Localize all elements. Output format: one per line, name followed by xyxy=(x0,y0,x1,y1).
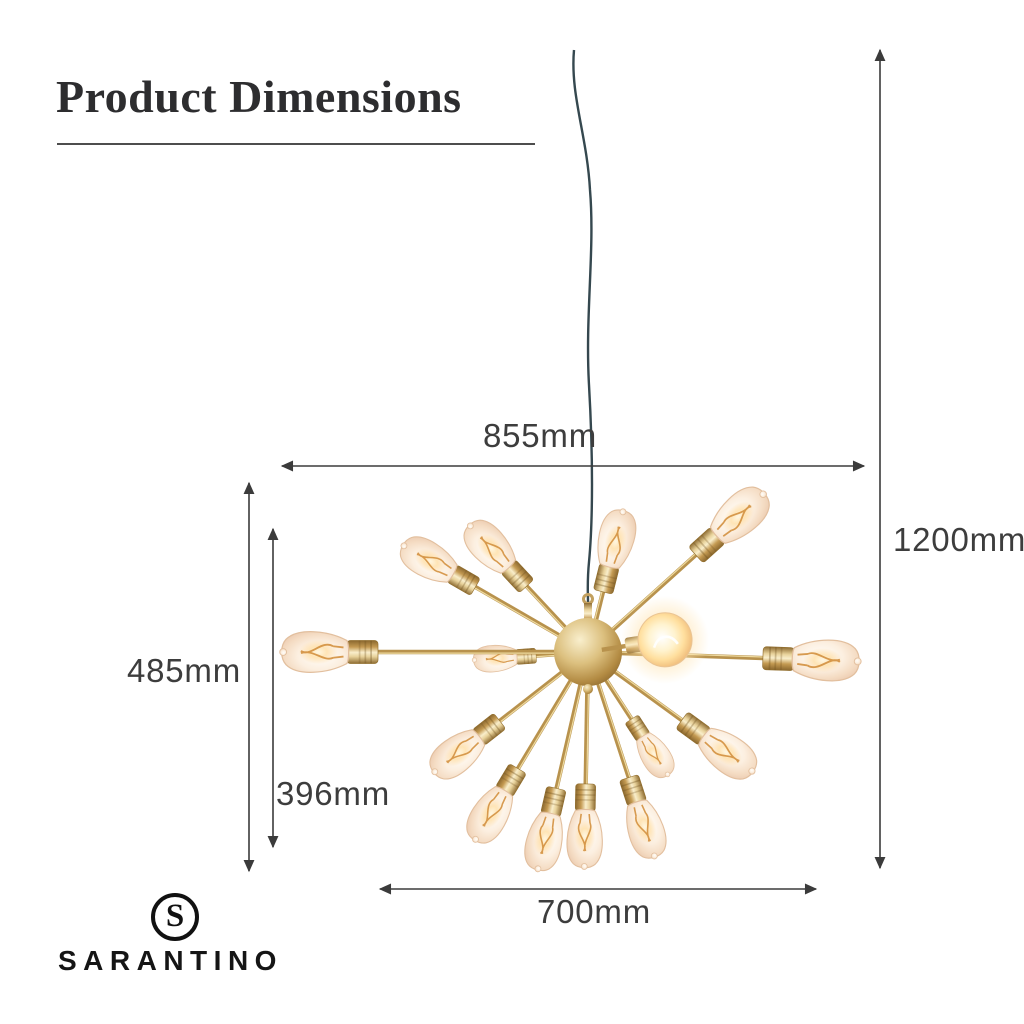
dim-label-inner-height: 396mm xyxy=(275,775,391,812)
pendant-cord xyxy=(572,49,594,603)
center-sphere xyxy=(554,618,622,686)
page-title: Product Dimensions xyxy=(56,71,462,122)
chandelier-photo xyxy=(279,49,862,873)
dim-label-fixture-height: 485mm xyxy=(126,652,242,689)
dim-label-top-width: 855mm xyxy=(482,417,598,454)
brand-name: SARANTINO xyxy=(58,945,283,976)
brand-monogram-icon: S xyxy=(151,893,199,941)
dim-label-total-drop: 1200mm xyxy=(893,521,1024,558)
dim-label-bottom-width: 700mm xyxy=(536,893,652,930)
brand-monogram-letter: S xyxy=(165,897,185,934)
title-underline xyxy=(57,143,535,145)
lit-bulb xyxy=(601,595,710,684)
dimension-lines xyxy=(243,48,886,895)
